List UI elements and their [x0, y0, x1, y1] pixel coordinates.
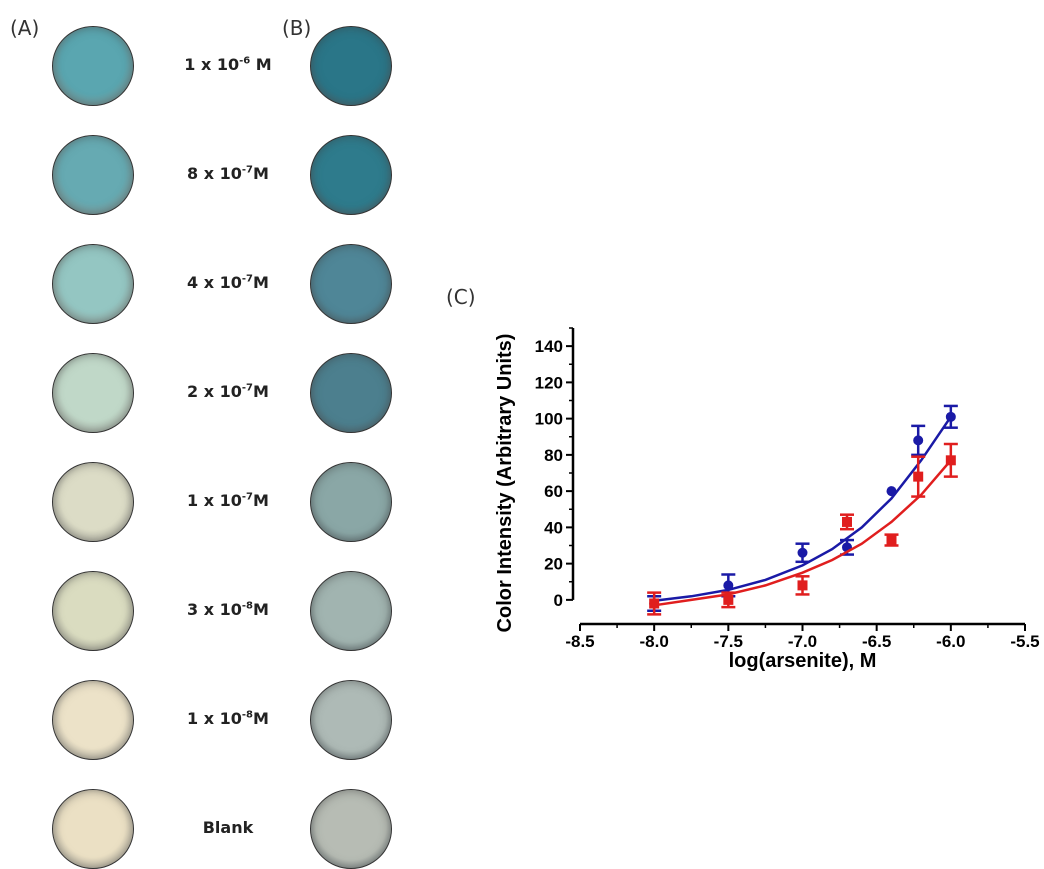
concentration-label-6: 1 x 10-8M [187, 709, 269, 728]
series-1-fit-curve [654, 459, 952, 607]
concentration-label-0: 1 x 10-6 M [184, 55, 272, 74]
concentration-label-1: 8 x 10-7M [187, 164, 269, 183]
x-axis-label: log(arsenite), M [729, 650, 877, 672]
well-b-6 [310, 680, 392, 760]
well-a-1 [52, 135, 134, 215]
series-0-point-6 [945, 411, 956, 422]
y-tick-label-7: 140 [535, 337, 563, 356]
series-0-point-2 [797, 547, 808, 558]
well-b-3 [310, 353, 392, 433]
well-b-1 [310, 135, 392, 215]
series-0-point-5 [913, 435, 924, 446]
y-tick-label-4: 80 [544, 446, 563, 465]
y-tick-label-2: 40 [544, 518, 563, 537]
well-b-2 [310, 244, 392, 324]
panel-label-b: (B) [282, 16, 312, 40]
series-1-point-2 [797, 580, 808, 591]
well-a-3 [52, 353, 134, 433]
series-1-point-3 [842, 516, 852, 527]
concentration-label-2: 4 x 10-7M [187, 273, 269, 292]
well-b-5 [310, 571, 392, 651]
series-1-point-6 [945, 455, 956, 466]
x-tick-label-4: -6.5 [862, 632, 891, 651]
series-1-point-4 [886, 535, 897, 546]
x-tick-label-2: -7.5 [714, 632, 743, 651]
well-a-6 [52, 680, 134, 760]
series-0-point-1 [723, 580, 734, 591]
y-tick-label-5: 100 [535, 410, 563, 429]
y-tick-label-1: 20 [544, 555, 563, 574]
x-tick-label-3: -7.0 [788, 632, 817, 651]
y-axis-label: Color Intensity (Arbitrary Units) [494, 334, 516, 633]
y-tick-label-3: 60 [544, 482, 563, 501]
concentration-label-4: 1 x 10-7M [187, 491, 269, 510]
panel-label-c: (C) [446, 285, 476, 309]
concentration-label-5: 3 x 10-8M [187, 600, 269, 619]
concentration-label-7: Blank [202, 818, 254, 837]
series-1-point-5 [913, 471, 924, 482]
panel-label-a: (A) [10, 16, 40, 40]
series-0-fit-curve [654, 416, 952, 603]
well-a-2 [52, 244, 134, 324]
series-1-point-1 [723, 594, 734, 605]
x-tick-label-1: -8.0 [640, 632, 669, 651]
dose-response-chart: 0 20 40 60 80 100 120 140 -8.5 -8.0 -7.5 -7.0 -6.5 -6… [494, 327, 1040, 672]
well-b-4 [310, 462, 392, 542]
x-tick-label-6: -5.5 [1010, 632, 1039, 651]
concentration-label-3: 2 x 10-7M [187, 382, 269, 401]
well-a-0 [52, 26, 134, 106]
well-a-4 [52, 462, 134, 542]
y-tick-label-0: 0 [554, 591, 563, 610]
series-1-point-0 [649, 598, 660, 609]
x-tick-label-5: -6.0 [936, 632, 965, 651]
y-tick-label-6: 120 [535, 373, 563, 392]
well-a-5 [52, 571, 134, 651]
well-b-0 [310, 26, 392, 106]
x-tick-label-0: -8.5 [565, 632, 594, 651]
series-0-point-4 [886, 486, 897, 497]
